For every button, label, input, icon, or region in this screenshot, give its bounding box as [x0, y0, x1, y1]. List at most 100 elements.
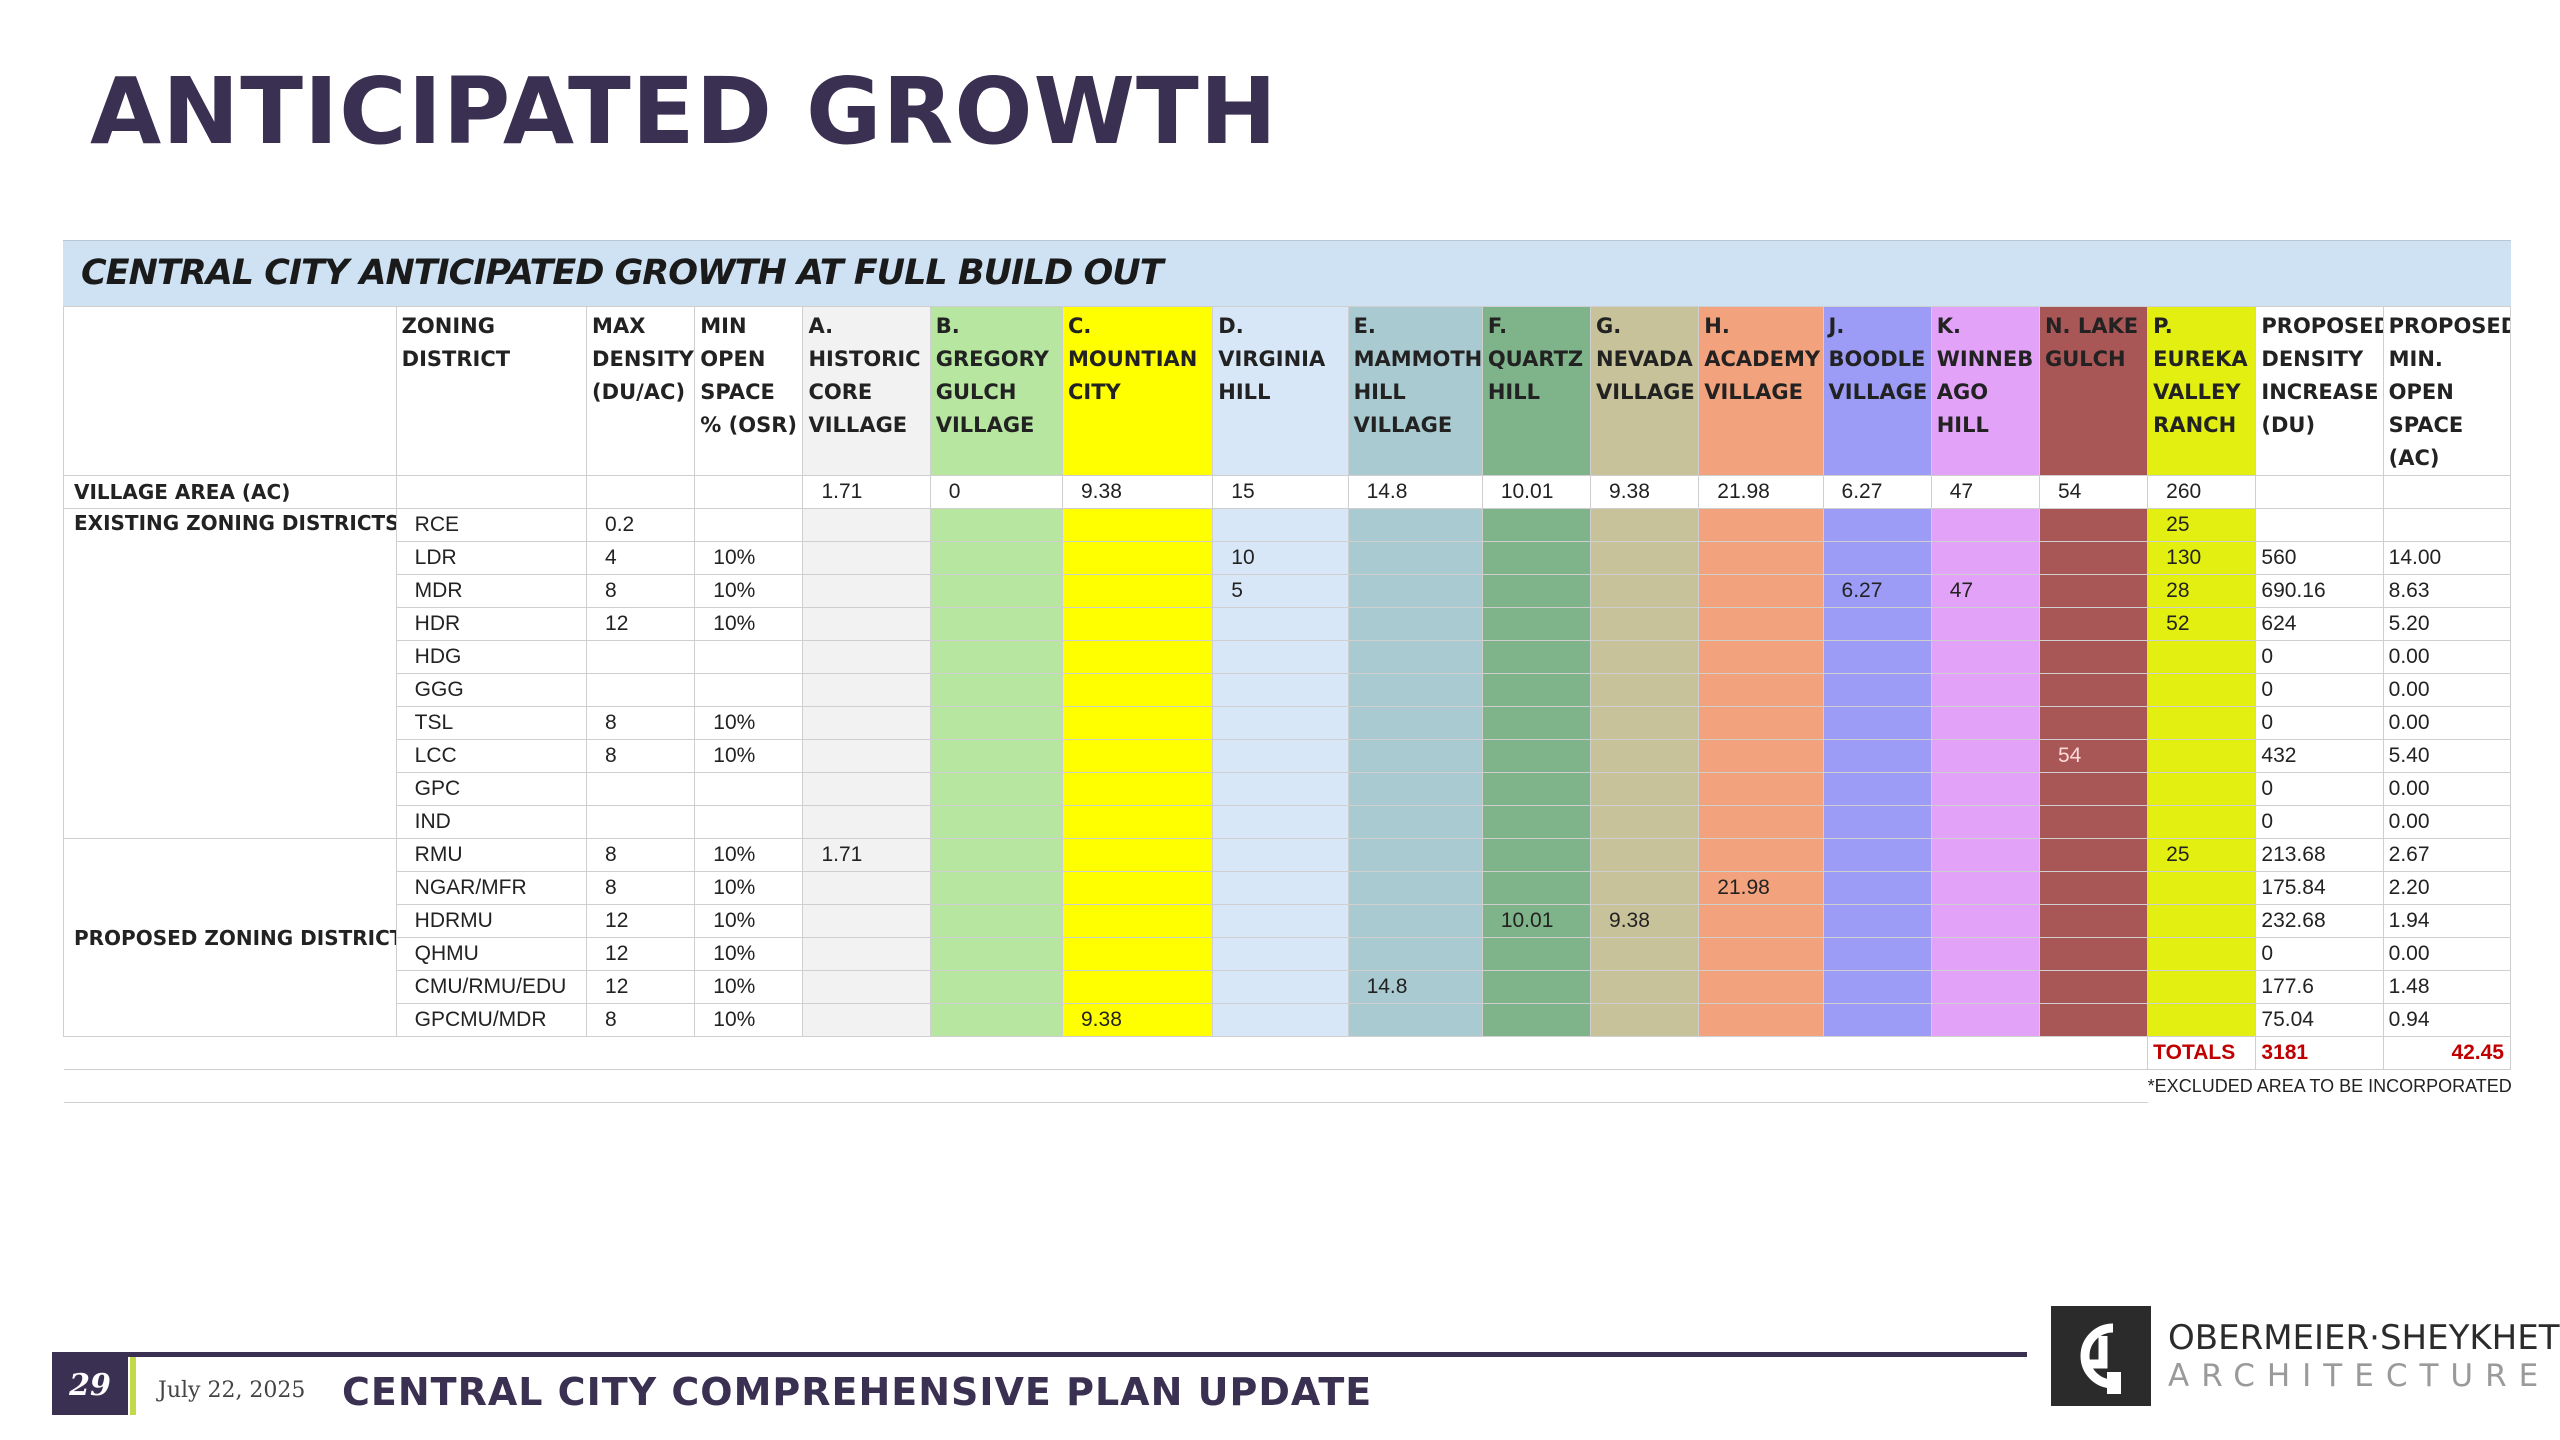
growth-table: CENTRAL CITY ANTICIPATED GROWTH AT FULL …: [63, 240, 2512, 1103]
open-space-cell: 0.00: [2382, 937, 2512, 971]
table-cell: [1823, 1036, 1932, 1070]
zoning-district-cell: QHMU: [395, 937, 588, 971]
column-header: G. NEVADA VILLAGE: [1590, 306, 1700, 476]
village-cell: [1347, 871, 1483, 905]
table-row: HDRMU 12 10% 10.01 9.38 232.68 1.94: [64, 904, 2512, 938]
column-header: D. VIRGINIA HILL: [1212, 306, 1349, 476]
village-cell: [1061, 871, 1214, 905]
min-open-space-cell: 10%: [694, 541, 804, 575]
village-cell: [1061, 607, 1214, 641]
village-cell: [1481, 640, 1592, 674]
open-space-cell: 1.48: [2382, 970, 2512, 1004]
village-cell: [1212, 739, 1349, 773]
min-open-space-cell: [694, 640, 804, 674]
min-open-space-cell: [694, 673, 804, 707]
village-cell: [929, 838, 1064, 872]
table-cell: [694, 1069, 803, 1103]
table-cell: [1482, 1036, 1591, 1070]
min-open-space-cell: 10%: [694, 937, 804, 971]
table-cell: [1931, 1036, 2040, 1070]
village-cell: [1930, 1003, 2040, 1037]
column-header: E. MAMMOTH HILL VILLAGE: [1347, 306, 1483, 476]
village-cell: [1481, 970, 1592, 1004]
village-cell: [929, 937, 1064, 971]
density-increase-cell: 0: [2255, 640, 2384, 674]
max-density-cell: 12: [586, 970, 696, 1004]
table-row: HDR 12 10% 52 624 5.20: [64, 607, 2512, 641]
village-cell: [1822, 937, 1932, 971]
village-cell: [2147, 1003, 2257, 1037]
village-cell: [802, 937, 931, 971]
village-cell: [1822, 1003, 1932, 1037]
village-cell: [929, 970, 1064, 1004]
village-cell: [1590, 838, 1700, 872]
zoning-district-cell: HDR: [395, 607, 588, 641]
village-cell: [1212, 871, 1349, 905]
village-cell: [1698, 937, 1824, 971]
density-increase-cell: 432: [2255, 739, 2384, 773]
village-cell: [1590, 607, 1700, 641]
village-cell: [1347, 673, 1483, 707]
village-cell: 10.01: [1481, 904, 1592, 938]
village-cell: [1822, 904, 1932, 938]
density-increase-cell: 232.68: [2255, 904, 2384, 938]
zoning-district-cell: GPCMU/MDR: [395, 1003, 588, 1037]
village-cell: 6.27: [1822, 574, 1932, 608]
table-cell: [395, 475, 588, 509]
village-cell: [1822, 838, 1932, 872]
column-header: MAX DENSITY (DU/AC): [586, 306, 696, 476]
village-cell: [1061, 706, 1214, 740]
village-cell: [1481, 838, 1592, 872]
table-cell: [586, 1069, 695, 1103]
village-cell: 14.8: [1347, 970, 1483, 1004]
existing-group-label: EXISTING ZONING DISTRICTS: [63, 508, 397, 839]
table-row: GPCMU/MDR 8 10% 9.38 75.04 0.94: [64, 1003, 2512, 1037]
column-header: ZONING DISTRICT: [395, 306, 588, 476]
village-cell: [1822, 871, 1932, 905]
column-header: MIN OPEN SPACE % (OSR): [694, 306, 804, 476]
min-open-space-cell: 10%: [694, 904, 804, 938]
village-cell: [2038, 640, 2149, 674]
village-cell: 5: [1212, 574, 1349, 608]
column-header: [63, 306, 397, 476]
table-cell: [802, 1069, 931, 1103]
max-density-cell: 4: [586, 541, 696, 575]
village-cell: [1347, 805, 1483, 839]
table-cell: [2039, 1036, 2148, 1070]
village-cell: [802, 805, 931, 839]
village-cell: [2038, 838, 2149, 872]
village-cell: [1930, 541, 2040, 575]
village-cell: [1061, 805, 1214, 839]
village-cell: 9.38: [1061, 1003, 1214, 1037]
village-cell: [802, 640, 931, 674]
village-cell: [1698, 805, 1824, 839]
village-cell: [2038, 805, 2149, 839]
village-cell: [1590, 640, 1700, 674]
zoning-district-cell: CMU/RMU/EDU: [395, 970, 588, 1004]
village-cell: [1698, 673, 1824, 707]
density-increase-cell: 75.04: [2255, 1003, 2384, 1037]
village-cell: [1698, 508, 1824, 542]
zoning-district-cell: TSL: [395, 706, 588, 740]
village-cell: [1347, 706, 1483, 740]
table-row: GPC 0 0.00: [64, 772, 2512, 806]
table-row: IND 0 0.00: [64, 805, 2512, 839]
village-cell: [1590, 673, 1700, 707]
village-cell: [1061, 838, 1214, 872]
village-cell: 10: [1212, 541, 1349, 575]
table-cell: [1482, 1069, 1591, 1103]
village-cell: [1822, 706, 1932, 740]
footnote: *EXCLUDED AREA TO BE INCORPORATED: [2147, 1075, 2511, 1096]
village-cell: [1930, 508, 2040, 542]
density-increase-cell: 0: [2255, 706, 2384, 740]
max-density-cell: 12: [586, 937, 696, 971]
village-cell: [929, 508, 1064, 542]
village-cell: [1698, 574, 1824, 608]
footer-rule: [52, 1352, 2027, 1357]
open-space-cell: 0.94: [2382, 1003, 2512, 1037]
max-density-cell: 8: [586, 1003, 696, 1037]
footer-date: July 22, 2025: [158, 1378, 306, 1403]
village-cell: [1590, 739, 1700, 773]
village-cell: 25: [2147, 508, 2257, 542]
column-header: H. ACADEMY VILLAGE: [1698, 306, 1824, 476]
